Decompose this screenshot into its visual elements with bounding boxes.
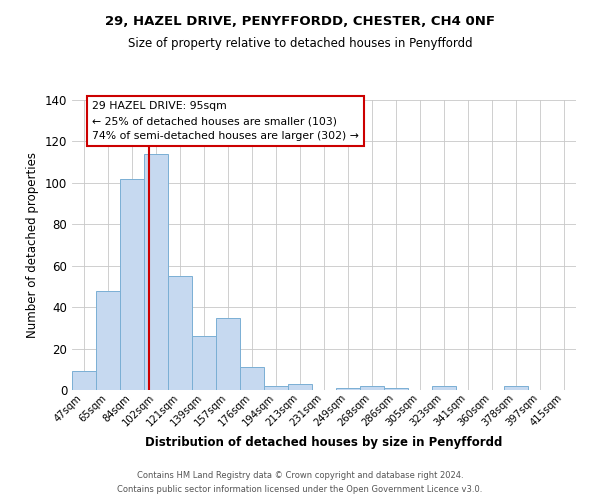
Bar [120,178,144,390]
Bar [504,386,528,390]
Bar [192,336,216,390]
Bar [144,154,168,390]
Bar [432,386,456,390]
Bar [72,372,96,390]
Bar [384,388,408,390]
Bar [240,367,264,390]
Text: Size of property relative to detached houses in Penyffordd: Size of property relative to detached ho… [128,38,472,51]
Text: Distribution of detached houses by size in Penyffordd: Distribution of detached houses by size … [145,436,503,449]
Text: 29, HAZEL DRIVE, PENYFFORDD, CHESTER, CH4 0NF: 29, HAZEL DRIVE, PENYFFORDD, CHESTER, CH… [105,15,495,28]
Bar [264,386,288,390]
Text: Contains HM Land Registry data © Crown copyright and database right 2024.: Contains HM Land Registry data © Crown c… [137,472,463,480]
Bar [96,290,120,390]
Bar [216,318,240,390]
Bar [288,384,312,390]
Bar [168,276,192,390]
Text: 29 HAZEL DRIVE: 95sqm
← 25% of detached houses are smaller (103)
74% of semi-det: 29 HAZEL DRIVE: 95sqm ← 25% of detached … [92,102,359,141]
Bar [360,386,384,390]
Y-axis label: Number of detached properties: Number of detached properties [26,152,39,338]
Bar [336,388,360,390]
Text: Contains public sector information licensed under the Open Government Licence v3: Contains public sector information licen… [118,484,482,494]
